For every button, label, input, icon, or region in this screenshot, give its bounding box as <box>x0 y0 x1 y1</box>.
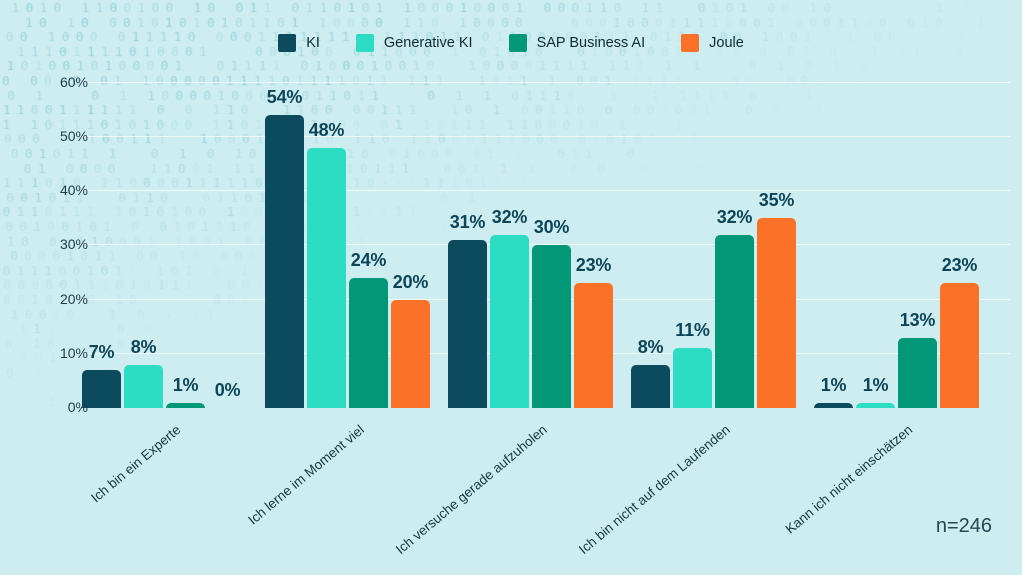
bar-sap-business-ai-4 <box>898 337 937 408</box>
legend-item-3: Joule <box>681 34 744 52</box>
bar-joule-4 <box>940 283 979 408</box>
bar-value-label: 8% <box>637 336 664 357</box>
y-tick-label: 40% <box>59 182 88 199</box>
bar-value-label: 1% <box>820 374 847 395</box>
legend-item-0: KI <box>278 34 320 52</box>
bar-ki-0 <box>82 370 121 408</box>
legend-label: SAP Business AI <box>536 35 646 51</box>
bar-sap-business-ai-3 <box>715 234 754 408</box>
legend-item-1: Generative KI <box>355 34 473 52</box>
y-tick-label: 50% <box>59 128 88 144</box>
category-label-1: Ich lerne im Moment viel <box>244 422 367 528</box>
y-tick-label: 20% <box>59 290 88 307</box>
bar-joule-1 <box>391 299 430 408</box>
bar-value-label: 0% <box>214 380 241 400</box>
bar-value-label: 23% <box>941 255 978 276</box>
gridline <box>75 81 1010 83</box>
legend-item-2: SAP Business AI <box>508 34 646 52</box>
plot-area: 7% 8% 1% 0% 54% 48% 24% 20% 31% 32% 30% 23% 8% 11% 32%… <box>75 72 1010 408</box>
y-tick-label: 30% <box>59 236 88 253</box>
category-label-0: Ich bin ein Experte <box>88 422 184 506</box>
bar-value-label: 11% <box>675 320 710 341</box>
legend-swatch-icon <box>508 34 527 52</box>
category-label-2: Ich versuche gerade aufzuholen <box>392 422 550 557</box>
y-tick-label: 60% <box>59 73 88 90</box>
bar-ki-2 <box>448 239 487 408</box>
bar-value-label: 32% <box>716 206 753 227</box>
category-label-4: Kann ich nicht einschätzen <box>782 422 916 537</box>
bar-value-label: 31% <box>449 211 486 232</box>
bar-generative-ki-3 <box>673 348 712 408</box>
bar-value-label: 8% <box>130 336 157 357</box>
bar-ki-4 <box>814 402 853 408</box>
bar-sap-business-ai-2 <box>532 245 571 408</box>
bar-value-label: 32% <box>491 206 528 227</box>
gridline <box>75 244 1010 246</box>
legend-swatch-icon <box>278 34 297 52</box>
bar-generative-ki-2 <box>490 234 529 408</box>
bar-value-label: 1% <box>172 374 199 395</box>
legend-label: Generative KI <box>383 35 473 51</box>
bar-ki-1 <box>265 115 304 408</box>
gridline <box>75 190 1010 192</box>
bar-generative-ki-1 <box>307 147 346 408</box>
bar-value-label: 23% <box>575 255 612 276</box>
bar-value-label: 35% <box>758 190 795 211</box>
bar-value-label: 24% <box>350 249 387 270</box>
bar-value-label: 13% <box>899 309 936 330</box>
bar-value-label: 20% <box>392 271 429 292</box>
bar-sap-business-ai-1 <box>349 277 388 408</box>
bar-generative-ki-4 <box>856 402 895 408</box>
legend-label: KI <box>306 35 320 51</box>
bar-value-label: 54% <box>266 87 303 108</box>
legend-swatch-icon <box>355 34 374 52</box>
legend-label: Joule <box>709 35 744 51</box>
bar-value-label: 1% <box>862 374 889 395</box>
bar-joule-3 <box>757 218 796 408</box>
bar-value-label: 48% <box>308 119 345 140</box>
y-tick-label: 10% <box>59 344 88 361</box>
bar-generative-ki-0 <box>124 364 163 408</box>
bar-joule-2 <box>574 283 613 408</box>
y-tick-label: 0% <box>67 399 88 415</box>
gridline <box>75 136 1010 137</box>
legend-swatch-icon <box>681 34 700 52</box>
sample-size-annotation: n=246 <box>935 515 992 537</box>
bar-value-label: 7% <box>88 342 115 363</box>
bar-value-label: 30% <box>533 217 570 238</box>
chart-legend: KI Generative KI SAP Business AI Joule <box>0 34 1022 52</box>
bar-ki-3 <box>631 364 670 408</box>
category-label-3: Ich bin nicht auf dem Laufenden <box>575 422 733 557</box>
bar-sap-business-ai-0 <box>166 402 205 408</box>
